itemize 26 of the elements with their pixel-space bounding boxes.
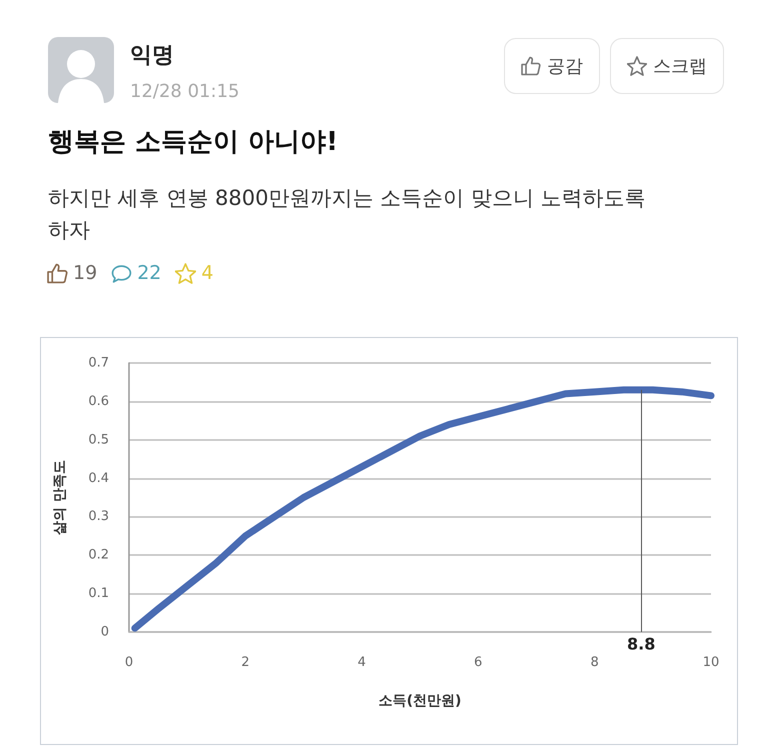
- text: 4: [201, 262, 214, 284]
- button: 스크랩: [610, 38, 724, 94]
- x-tick-label: 4: [358, 655, 366, 670]
- text: 12/28 01:15: [130, 81, 240, 102]
- ref-line-label: 8.8: [626, 634, 656, 654]
- chart-title: 행복은 소득순이 아니야!: [48, 126, 338, 159]
- text: 19: [73, 262, 98, 284]
- chart-subtitle: 하지만 세후 연봉 8800만원까지는 소득순이 맞으니 노력하도록 하자: [48, 185, 646, 244]
- y-tick-label: 0.3: [88, 509, 109, 524]
- y-tick-label: 0.7: [88, 356, 109, 370]
- x-tick-label: 6: [474, 655, 482, 670]
- x-tick-label: 10: [702, 655, 720, 670]
- y-tick-label: 0.4: [88, 470, 109, 486]
- y-tick-label: 0.1: [88, 586, 109, 602]
- y-tick-label: 0.6: [88, 394, 109, 409]
- text: 22: [137, 262, 162, 284]
- x-tick-label: 0: [124, 655, 134, 670]
- x-axis-title: 소득(천만원): [378, 693, 462, 709]
- text: 익명: [130, 42, 174, 70]
- y-tick-label: 0.2: [88, 548, 109, 563]
- x-tick-label: 2: [241, 655, 250, 670]
- button: 공감: [504, 38, 600, 94]
- x-tick-label: 8: [590, 655, 599, 670]
- y-tick-label: 0.5: [88, 432, 109, 448]
- y-tick-label: 0: [100, 624, 109, 640]
- y-axis-title: 삶의 만족도: [52, 460, 68, 535]
